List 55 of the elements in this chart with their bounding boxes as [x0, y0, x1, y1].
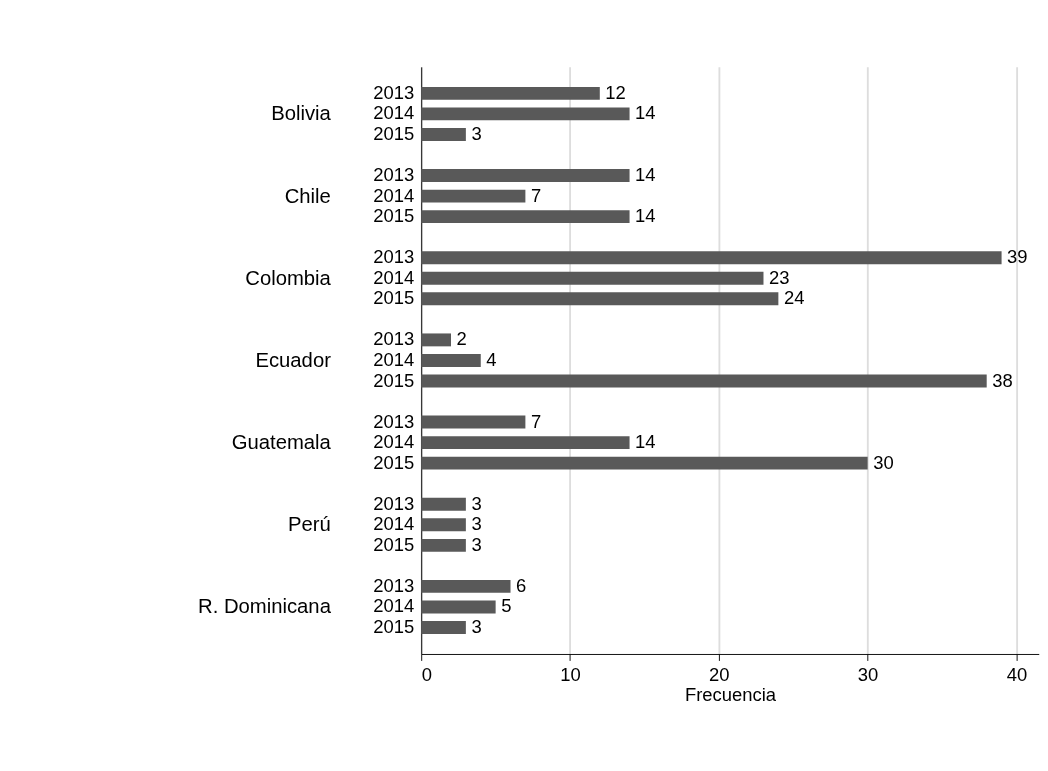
x-tick-label: 0	[421, 664, 432, 686]
data-label: 3	[471, 533, 482, 555]
x-axis-title: Frecuencia	[684, 684, 777, 706]
x-tick-label: 10	[560, 664, 581, 686]
y-tick-label: 2014	[373, 266, 415, 288]
y-tick-label: 2014	[373, 184, 415, 206]
data-label: 3	[471, 616, 482, 638]
data-label: 3	[471, 492, 482, 514]
data-label: 12	[605, 81, 626, 103]
y-tick-label: 2013	[373, 492, 415, 514]
data-label: 38	[992, 369, 1013, 391]
x-tick-label: 30	[857, 664, 879, 686]
x-tick-label: 40	[1006, 664, 1028, 686]
data-label: 39	[1007, 246, 1028, 268]
y-tick-label: 2014	[373, 595, 415, 617]
text: Bolivia	[271, 102, 332, 125]
text: Colombia	[245, 266, 332, 289]
data-label: 2	[456, 328, 467, 350]
y-tick-label: 2015	[373, 369, 415, 391]
data-label: 5	[501, 595, 512, 617]
y-tick-label: 2014	[373, 431, 415, 453]
data-label: 14	[635, 205, 656, 227]
y-tick-label: 2013	[373, 246, 415, 268]
data-label: 4	[486, 348, 497, 370]
y-tick-label: 2013	[373, 81, 415, 103]
data-label: 23	[769, 266, 790, 288]
text: Chile	[284, 184, 331, 207]
data-label: 30	[873, 451, 894, 473]
data-label: 14	[635, 431, 656, 453]
text: Ecuador	[255, 348, 332, 371]
y-tick-label: 2014	[373, 348, 415, 370]
data-label: 14	[635, 164, 656, 186]
data-label: 3	[471, 513, 482, 535]
y-tick-label: 2015	[373, 451, 415, 473]
y-tick-label: 2015	[373, 287, 415, 309]
y-tick-label: 2014	[373, 513, 415, 535]
text: Perú	[288, 513, 331, 536]
data-label: 14	[635, 102, 656, 124]
data-label: 24	[783, 287, 805, 309]
y-tick-label: 2014	[373, 102, 415, 124]
data-label: 7	[530, 184, 542, 206]
y-tick-label: 2015	[373, 533, 415, 555]
y-tick-label: 2015	[373, 616, 415, 638]
y-tick-label: 2015	[373, 122, 415, 144]
y-tick-label: 2013	[373, 164, 415, 186]
data-label: 7	[530, 410, 542, 432]
data-label: 3	[471, 122, 482, 144]
y-tick-label: 2013	[373, 410, 415, 432]
y-tick-label: 2013	[373, 574, 415, 596]
x-tick-label: 20	[709, 664, 730, 686]
text: Guatemala	[231, 431, 332, 454]
y-tick-label: 2013	[373, 328, 415, 350]
y-tick-label: 2015	[373, 205, 415, 227]
text: R. Dominicana	[197, 595, 332, 618]
data-label: 6	[516, 574, 527, 596]
